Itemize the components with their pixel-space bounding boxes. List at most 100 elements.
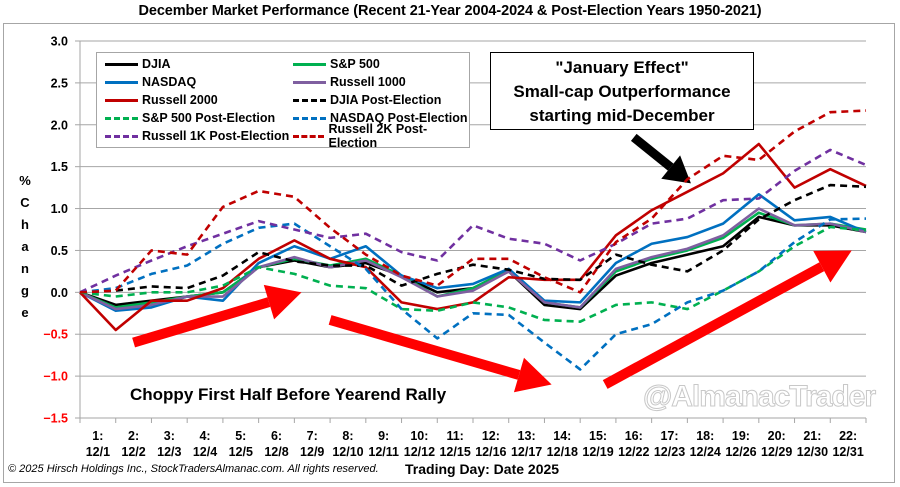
x-axis-label: Trading Day: Date 2025 bbox=[405, 461, 560, 477]
january-effect-callout: "January Effect" Small-cap Outperformanc… bbox=[490, 52, 754, 130]
series-nasdaq-post-election bbox=[79, 217, 867, 371]
y-tick-label: 0.0 bbox=[51, 286, 68, 300]
legend-swatch bbox=[293, 98, 326, 102]
x-tick-date: 12/1 bbox=[86, 445, 110, 459]
series-s-p-500 bbox=[79, 211, 867, 309]
x-tick-day: 16: bbox=[625, 429, 643, 443]
watermark: @AlmanacTrader bbox=[642, 380, 876, 414]
legend-label: Russell 2000 bbox=[142, 93, 218, 107]
legend-label: Russell 1000 bbox=[330, 75, 406, 89]
x-tick-date: 12/8 bbox=[264, 445, 288, 459]
x-tick-day: 3: bbox=[164, 429, 175, 443]
x-tick-day: 17: bbox=[660, 429, 678, 443]
legend-swatch bbox=[293, 134, 325, 138]
x-tick-date: 12/18 bbox=[547, 445, 578, 459]
x-tick-day: 2: bbox=[128, 429, 139, 443]
choppy-annotation: Choppy First Half Before Yearend Rally bbox=[130, 385, 447, 404]
y-tick-label: −1.0 bbox=[43, 370, 68, 384]
y-label-letter: C bbox=[20, 195, 30, 210]
y-label-letter: g bbox=[21, 283, 29, 298]
x-tick-day: 14: bbox=[553, 429, 571, 443]
x-tick-day: 12: bbox=[482, 429, 500, 443]
x-tick-date: 12/11 bbox=[368, 445, 399, 459]
chart-title: December Market Performance (Recent 21-Y… bbox=[138, 3, 762, 19]
x-tick-date: 12/29 bbox=[761, 445, 792, 459]
legend: DJIA S&P 500 NASDAQ Russell 1000 Russell 200… bbox=[96, 52, 470, 150]
x-tick-date: 12/22 bbox=[618, 445, 649, 459]
x-tick-day: 6: bbox=[271, 429, 282, 443]
x-tick-day: 18: bbox=[696, 429, 714, 443]
legend-label: DJIA Post-Election bbox=[330, 93, 442, 107]
y-label-letter: % bbox=[19, 173, 31, 188]
x-tick-date: 12/5 bbox=[229, 445, 253, 459]
legend-item-nasdaq-post-election: NASDAQ Post-Election bbox=[293, 109, 468, 127]
arrow-fall-head bbox=[513, 357, 552, 393]
callout-line-3: starting mid-December bbox=[529, 106, 715, 125]
x-tick-day: 8: bbox=[342, 429, 353, 443]
x-tick-day: 9: bbox=[378, 429, 389, 443]
callout-line-1: "January Effect" bbox=[555, 58, 689, 77]
x-tick-day: 7: bbox=[307, 429, 318, 443]
x-tick-day: 21: bbox=[803, 429, 821, 443]
series-russell-1000 bbox=[79, 207, 867, 311]
legend-label: NASDAQ Post-Election bbox=[330, 111, 468, 125]
series-nasdaq bbox=[79, 193, 867, 313]
x-tick-day: 10: bbox=[410, 429, 428, 443]
x-tick-date: 12/3 bbox=[157, 445, 181, 459]
legend-label: S&P 500 bbox=[330, 57, 380, 71]
x-tick-date: 12/12 bbox=[404, 445, 435, 459]
x-tick-day: 22: bbox=[839, 429, 857, 443]
axes bbox=[79, 41, 867, 423]
x-tick-date: 12/30 bbox=[797, 445, 828, 459]
callout-line-2: Small-cap Outperformance bbox=[513, 82, 731, 101]
y-tick-label: 1.5 bbox=[51, 160, 68, 174]
arrow-pointer-shaft bbox=[630, 133, 674, 171]
arrow-rally-head bbox=[813, 250, 852, 283]
x-tick-day: 13: bbox=[518, 429, 536, 443]
legend-label: NASDAQ bbox=[142, 75, 197, 89]
y-tick-label: 2.5 bbox=[51, 76, 68, 90]
legend-label: Russell 1K Post-Election bbox=[142, 129, 290, 143]
legend-swatch bbox=[293, 80, 326, 84]
y-label-letter: h bbox=[21, 217, 29, 232]
legend-item-russell-1k-post-election: Russell 1K Post-Election bbox=[105, 127, 289, 145]
legend-swatch bbox=[293, 62, 326, 66]
x-tick-date: 12/24 bbox=[690, 445, 721, 459]
legend-swatch bbox=[105, 116, 138, 120]
x-tick-date: 12/15 bbox=[439, 445, 470, 459]
y-label-letter: a bbox=[21, 239, 29, 254]
x-tick-date: 12/31 bbox=[832, 445, 863, 459]
y-tick-labels: 3.0 2.5 2.0 1.5 1.0 0.5 0.0 −0.5 −1.0 −1.5 bbox=[43, 35, 68, 426]
legend-swatch bbox=[105, 80, 138, 84]
arrow-rally-shaft bbox=[602, 262, 825, 389]
series-russell-1k-post-election bbox=[79, 148, 867, 294]
legend-label: Russell 2K Post-Election bbox=[328, 122, 428, 150]
legend-item-russell-1000: Russell 1000 bbox=[293, 73, 406, 91]
x-tick-day: 4: bbox=[199, 429, 210, 443]
legend-label: DJIA bbox=[142, 57, 171, 71]
x-tick-date: 12/23 bbox=[654, 445, 685, 459]
chart-frame bbox=[3, 23, 895, 483]
y-tick-label: −1.5 bbox=[43, 412, 68, 426]
legend-item-russell-2000: Russell 2000 bbox=[105, 91, 218, 109]
legend-swatch bbox=[105, 62, 138, 66]
x-tick-day: 20: bbox=[768, 429, 786, 443]
series-lines bbox=[79, 109, 867, 371]
legend-swatch bbox=[293, 116, 326, 120]
x-tick-day: 1: bbox=[92, 429, 103, 443]
x-tick-date: 12/2 bbox=[121, 445, 145, 459]
x-tick-labels: 1: 12/1 2: 12/2 3: 12/3 4: 12/4 5: 12/5 6: 12/8 7: 12… bbox=[86, 429, 864, 459]
arrow-rise-head bbox=[263, 284, 302, 320]
x-tick-date: 12/4 bbox=[193, 445, 217, 459]
legend-item-s-p-500: S&P 500 bbox=[293, 55, 380, 73]
x-tick-date: 12/26 bbox=[725, 445, 756, 459]
copyright-notice: © 2025 Hirsch Holdings Inc., StockTrader… bbox=[8, 463, 379, 475]
x-tick-date: 12/9 bbox=[300, 445, 324, 459]
y-tick-label: 1.0 bbox=[51, 202, 68, 216]
arrow-fall-shaft bbox=[328, 315, 521, 380]
legend-label: S&P 500 Post-Election bbox=[142, 111, 276, 125]
y-tick-label: 3.0 bbox=[51, 35, 68, 49]
x-tick-date: 12/10 bbox=[332, 445, 363, 459]
y-tick-label: 0.5 bbox=[51, 244, 68, 258]
